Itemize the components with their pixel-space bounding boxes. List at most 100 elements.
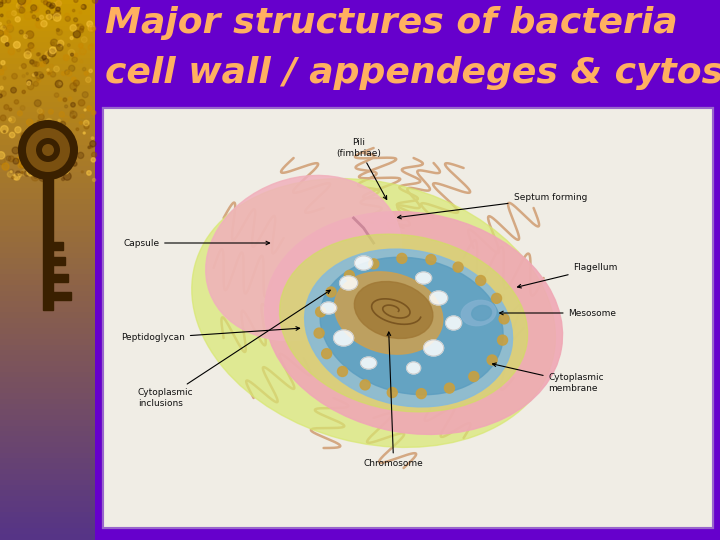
Text: Pili
(fimbriae): Pili (fimbriae)	[336, 138, 387, 199]
Circle shape	[19, 2, 23, 6]
Circle shape	[89, 25, 96, 32]
Circle shape	[79, 48, 86, 55]
Bar	[0, 447, 95, 454]
Circle shape	[16, 171, 21, 176]
Circle shape	[35, 62, 40, 66]
Circle shape	[49, 136, 53, 140]
Circle shape	[27, 82, 31, 85]
Bar	[0, 399, 95, 405]
Circle shape	[44, 53, 48, 57]
Circle shape	[56, 1, 61, 6]
Circle shape	[78, 99, 85, 106]
Circle shape	[45, 118, 53, 125]
Circle shape	[0, 2, 3, 7]
Circle shape	[52, 138, 55, 141]
Bar	[0, 469, 95, 475]
Bar	[0, 534, 95, 540]
Bar	[0, 31, 95, 38]
Circle shape	[63, 168, 68, 174]
Circle shape	[9, 117, 15, 123]
Bar	[0, 0, 95, 5]
Circle shape	[36, 138, 60, 162]
Circle shape	[27, 51, 30, 54]
Circle shape	[1, 14, 3, 17]
Circle shape	[50, 5, 53, 9]
Circle shape	[50, 162, 55, 166]
Circle shape	[2, 66, 6, 70]
Circle shape	[34, 174, 38, 178]
Circle shape	[27, 136, 32, 142]
Circle shape	[49, 14, 55, 19]
Circle shape	[38, 125, 44, 131]
Bar	[0, 372, 95, 378]
Circle shape	[72, 57, 77, 62]
Circle shape	[6, 25, 14, 32]
Circle shape	[37, 120, 40, 123]
Circle shape	[55, 10, 60, 16]
Circle shape	[12, 177, 14, 179]
Circle shape	[18, 162, 24, 168]
Circle shape	[5, 43, 9, 46]
Circle shape	[17, 3, 22, 9]
Circle shape	[26, 159, 32, 165]
Circle shape	[68, 65, 75, 71]
Circle shape	[50, 39, 58, 46]
Circle shape	[39, 132, 43, 137]
Circle shape	[81, 37, 87, 43]
Bar	[0, 150, 95, 157]
Circle shape	[40, 160, 45, 164]
Circle shape	[61, 169, 66, 175]
Ellipse shape	[335, 272, 443, 354]
Circle shape	[498, 335, 508, 345]
Bar	[0, 350, 95, 356]
Circle shape	[326, 287, 336, 297]
Circle shape	[50, 47, 56, 53]
Circle shape	[86, 171, 91, 175]
Circle shape	[338, 367, 348, 376]
Circle shape	[32, 15, 36, 18]
Circle shape	[476, 275, 486, 286]
Bar	[0, 139, 95, 146]
Circle shape	[86, 77, 91, 83]
Circle shape	[45, 1, 48, 4]
Circle shape	[9, 170, 14, 174]
Ellipse shape	[415, 272, 431, 284]
Circle shape	[61, 178, 65, 180]
Circle shape	[65, 105, 68, 108]
Circle shape	[27, 168, 35, 176]
Bar	[0, 485, 95, 491]
Circle shape	[74, 151, 78, 154]
Bar	[0, 204, 95, 211]
Circle shape	[14, 175, 18, 179]
Circle shape	[1, 0, 6, 3]
Bar	[103, 108, 713, 528]
Circle shape	[27, 84, 34, 90]
Bar	[0, 474, 95, 481]
Circle shape	[453, 262, 463, 272]
Circle shape	[37, 79, 40, 83]
Circle shape	[0, 23, 1, 25]
Circle shape	[55, 13, 58, 15]
Circle shape	[397, 253, 407, 264]
Circle shape	[50, 72, 55, 77]
Circle shape	[22, 150, 25, 153]
Circle shape	[31, 154, 33, 157]
Circle shape	[7, 21, 11, 24]
Bar	[0, 102, 95, 108]
Text: Peptidoglycan: Peptidoglycan	[121, 327, 300, 342]
Bar	[0, 507, 95, 513]
Ellipse shape	[279, 234, 528, 412]
Circle shape	[27, 119, 33, 125]
Circle shape	[76, 128, 78, 131]
Circle shape	[1, 91, 6, 96]
Circle shape	[89, 69, 92, 72]
Circle shape	[80, 114, 84, 118]
Bar	[0, 501, 95, 508]
Ellipse shape	[355, 256, 373, 270]
Circle shape	[70, 37, 73, 39]
Circle shape	[31, 5, 37, 11]
Bar	[0, 436, 95, 443]
Bar	[0, 409, 95, 416]
Circle shape	[17, 6, 24, 13]
Circle shape	[70, 110, 73, 114]
